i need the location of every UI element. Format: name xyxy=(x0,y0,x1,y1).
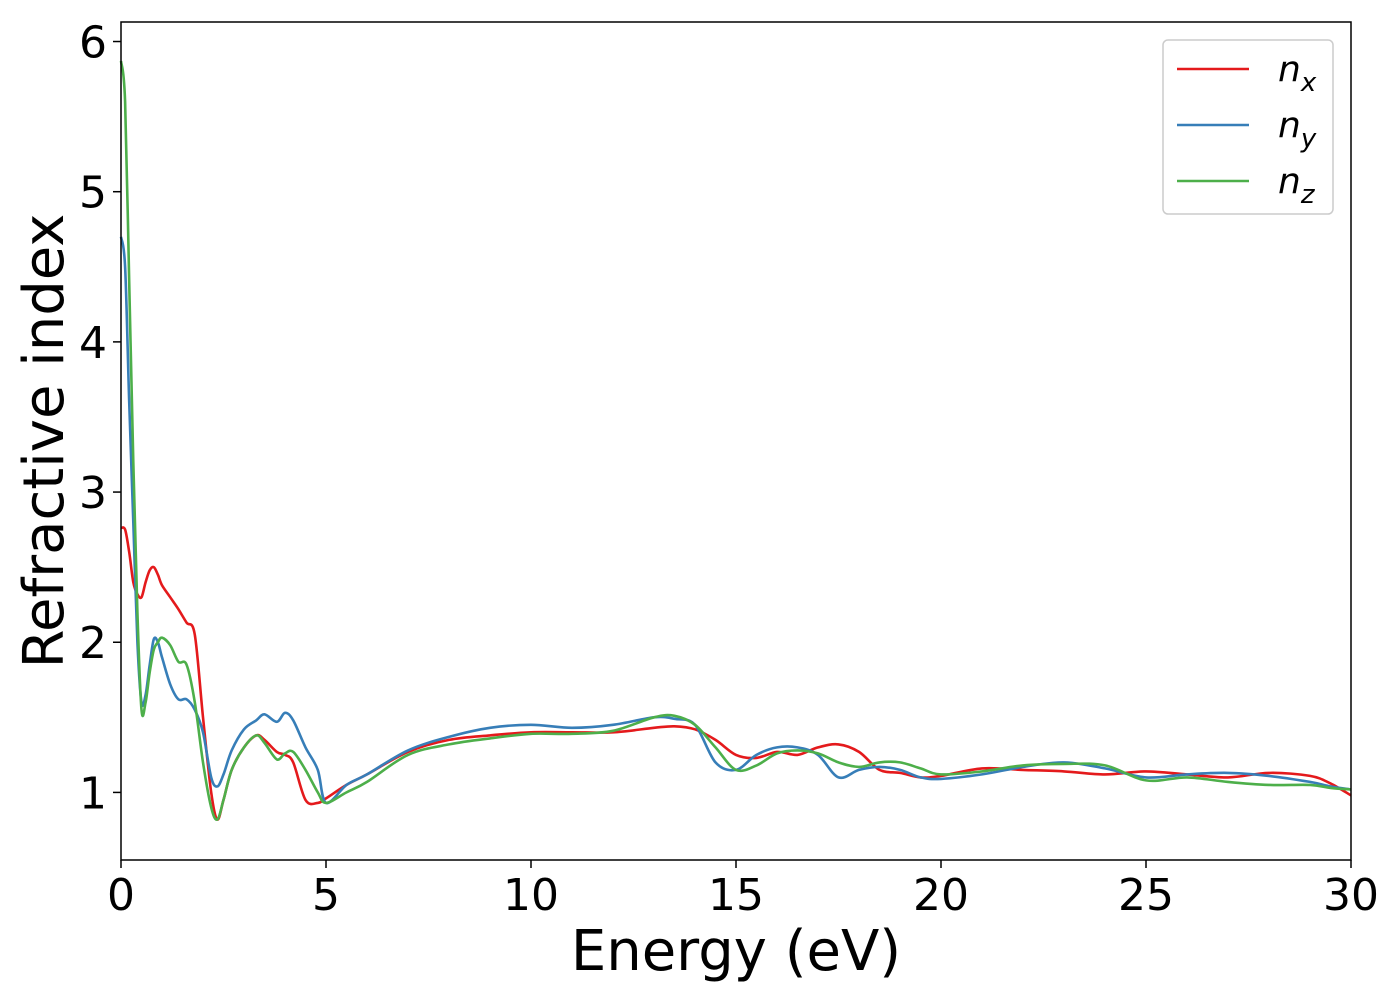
legend-label-y: ny xyxy=(1278,105,1317,154)
x-tick-label: 20 xyxy=(913,870,969,921)
legend: nx ny nz xyxy=(1162,39,1334,215)
y-axis-label: Refractive index xyxy=(12,214,77,669)
series-line-z xyxy=(119,60,1352,821)
x-axis-label: Energy (eV) xyxy=(571,919,901,984)
x-tick-label: 15 xyxy=(708,870,764,921)
x-tick-label: 0 xyxy=(107,870,135,921)
series-line-y xyxy=(119,236,1352,805)
legend-label-z: nz xyxy=(1278,161,1316,210)
y-tick-label: 2 xyxy=(79,618,107,669)
y-tick-label: 6 xyxy=(79,18,107,69)
x-axis-ticks: 0 5 10 15 20 25 30 xyxy=(107,860,1379,921)
legend-items: nx ny nz xyxy=(1177,49,1317,210)
y-axis-ticks: 1 2 3 4 5 6 xyxy=(79,18,121,819)
y-tick-label: 3 xyxy=(79,468,107,519)
plot-lines xyxy=(119,60,1352,821)
y-tick-label: 1 xyxy=(79,768,107,819)
y-tick-label: 5 xyxy=(79,168,107,219)
y-tick-label: 4 xyxy=(79,318,107,369)
legend-label-x: nx xyxy=(1278,49,1317,98)
x-tick-label: 10 xyxy=(503,870,559,921)
x-tick-label: 5 xyxy=(312,870,340,921)
legend-frame xyxy=(1162,39,1334,215)
x-tick-label: 30 xyxy=(1323,870,1379,921)
x-tick-label: 25 xyxy=(1118,870,1174,921)
